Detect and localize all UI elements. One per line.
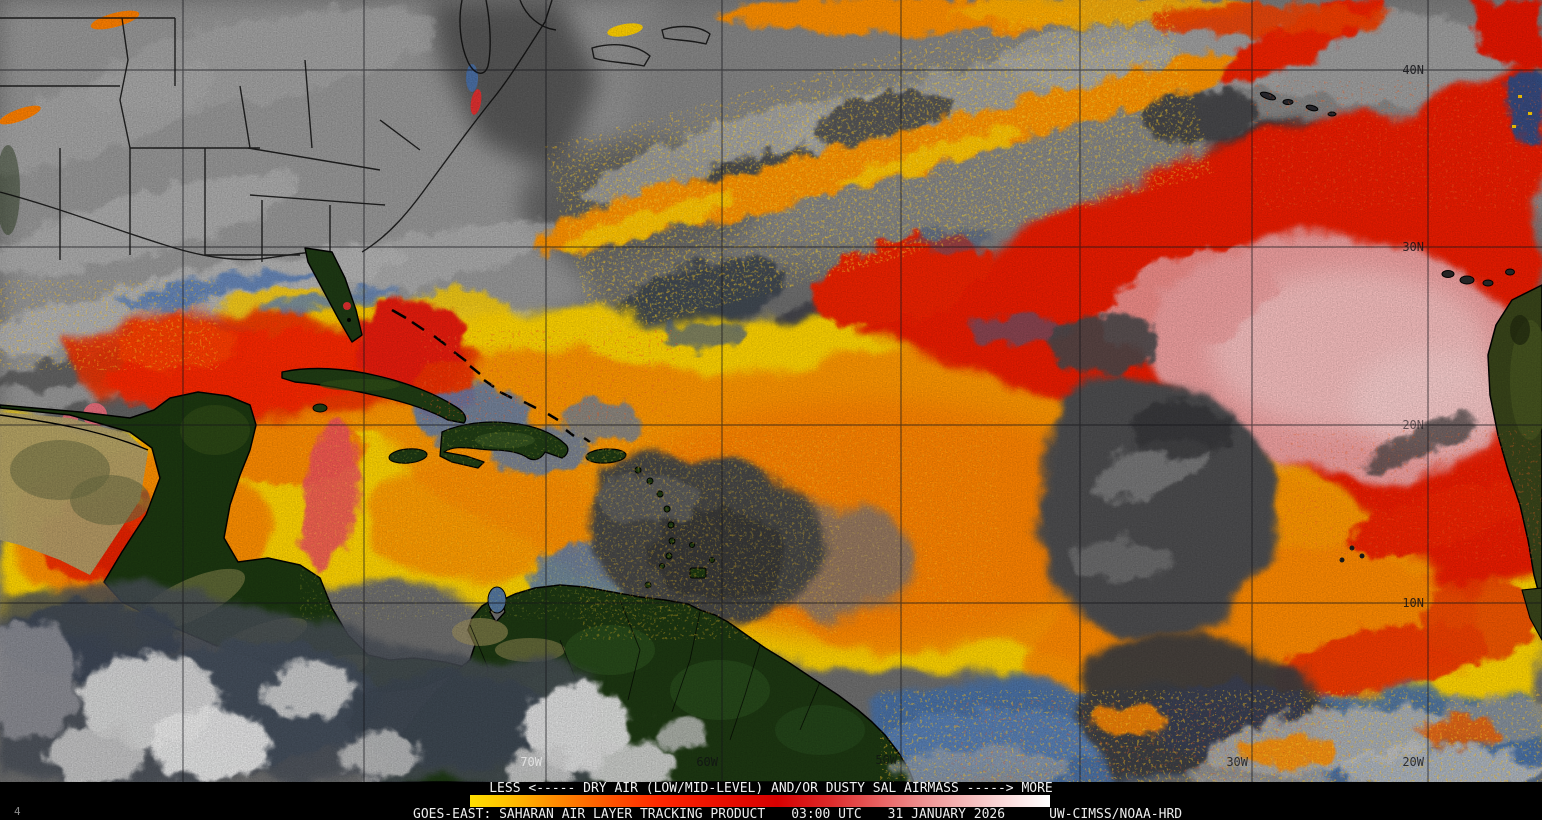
lon-label-70w: 70W xyxy=(520,755,542,769)
speckle-texture xyxy=(0,0,1542,782)
lat-label-20n: 20N xyxy=(1402,418,1424,432)
caption-product: GOES-EAST: SAHARAN AIR LAYER TRACKING PR… xyxy=(413,807,766,820)
lat-label-10n: 10N xyxy=(1402,596,1424,610)
caption-source: UW-CIMSS/NOAA-HRD xyxy=(1049,807,1183,820)
latlon-grid xyxy=(0,0,1542,782)
lon-label-30w: 30W xyxy=(1226,755,1248,769)
lat-label-40n: 40N xyxy=(1402,63,1424,77)
caption-date: 31 JANUARY 2026 xyxy=(887,807,1006,820)
legend-band: LESS <----- DRY AIR (LOW/MID-LEVEL) AND/… xyxy=(0,781,1542,820)
lon-label-50w: 50W xyxy=(875,753,897,767)
legend-scale-label: LESS <----- DRY AIR (LOW/MID-LEVEL) AND/… xyxy=(489,781,1053,796)
caption-time: 03:00 UTC xyxy=(791,807,862,820)
colorbar xyxy=(470,795,1050,807)
grid-labels: 40N 30N 20N 10N 70W 60W 50W 30W 20W xyxy=(520,63,1424,769)
corner-mark: 4 xyxy=(14,805,21,818)
lat-label-30n: 30N xyxy=(1402,240,1424,254)
lon-label-20w: 20W xyxy=(1402,755,1424,769)
product-caption: GOES-EAST: SAHARAN AIR LAYER TRACKING PR… xyxy=(413,807,1182,820)
lon-label-60w: 60W xyxy=(696,755,718,769)
satellite-map: 40N 30N 20N 10N 70W 60W 50W 30W 20W xyxy=(0,0,1542,782)
